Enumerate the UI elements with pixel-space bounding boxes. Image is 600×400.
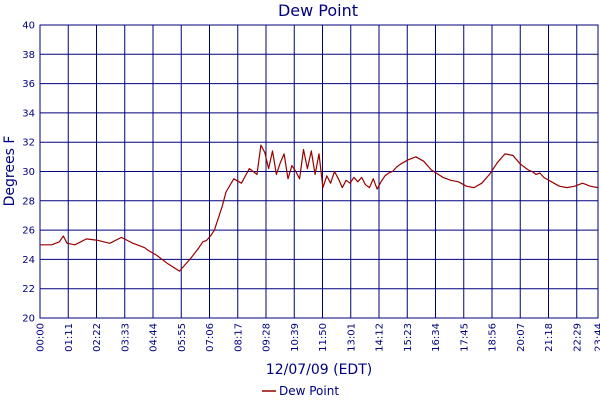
y-tick-label: 28: [22, 196, 35, 207]
grid: [40, 24, 598, 319]
x-tick-label: 08:17: [233, 323, 244, 352]
x-tick-label: 07:06: [205, 323, 216, 352]
y-tick-label: 22: [22, 284, 35, 295]
legend: Dew Point: [262, 384, 339, 398]
chart-title: Dew Point: [278, 1, 358, 20]
x-tick-label: 21:18: [544, 323, 555, 352]
x-tick-label: 13:01: [346, 323, 357, 352]
y-tick-label: 30: [22, 167, 35, 178]
x-tick-label: 01:11: [64, 323, 75, 352]
x-tick-label: 17:45: [459, 323, 470, 352]
x-tick-label: 05:55: [177, 323, 188, 352]
y-tick-label: 38: [22, 50, 35, 61]
x-tick-label: 18:56: [488, 323, 499, 352]
x-tick-label: 14:12: [375, 323, 386, 352]
x-tick-label: 11:50: [318, 323, 329, 352]
x-tick-label: 20:07: [516, 323, 527, 352]
y-tick-label: 40: [22, 21, 35, 32]
x-axis-label: 12/07/09 (EDT): [266, 362, 372, 378]
x-tick-label: 02:22: [92, 323, 103, 352]
y-tick-label: 26: [22, 226, 35, 237]
legend-label-dew-point: Dew Point: [279, 384, 339, 398]
x-tick-label: 03:33: [120, 323, 131, 352]
x-tick-label: 22:29: [572, 323, 583, 352]
series-line-dew-point: [40, 144, 599, 272]
y-tick-label: 32: [22, 138, 35, 149]
x-tick-label: 15:23: [403, 323, 414, 352]
x-tick-label: 09:28: [262, 323, 273, 352]
y-tick-labels: 20 22 24 26 28 30 32 34 36 38 40: [22, 21, 35, 325]
y-tick-label: 36: [22, 79, 35, 90]
plot-frame: [39, 24, 599, 319]
y-tick-label: 34: [22, 108, 35, 119]
x-tick-label: 16:34: [431, 323, 442, 352]
x-tick-label: 04:44: [149, 323, 160, 352]
y-tick-label: 20: [22, 314, 35, 325]
y-axis-label: Degrees F: [2, 136, 18, 207]
x-tick-label: 00:00: [36, 323, 47, 352]
y-tick-label: 24: [22, 255, 35, 266]
x-tick-labels: 00:00 01:11 02:22 03:33 04:44 05:55 07:06 08:17…: [36, 323, 600, 352]
x-tick-label: 10:39: [290, 323, 301, 352]
x-tick-label: 23:44: [594, 323, 600, 352]
